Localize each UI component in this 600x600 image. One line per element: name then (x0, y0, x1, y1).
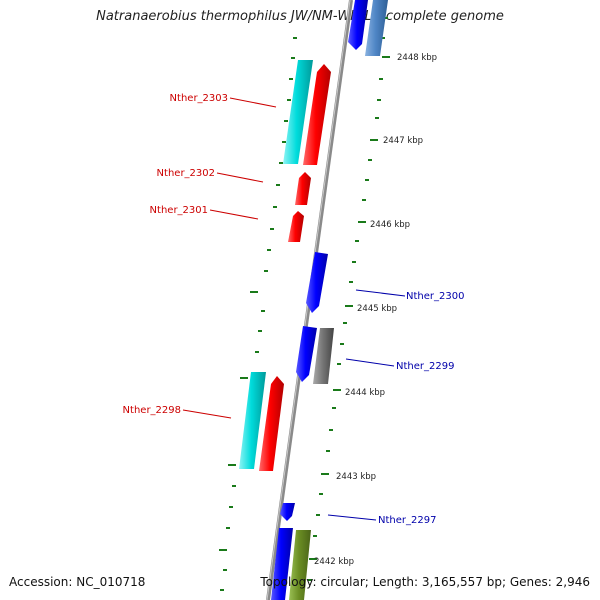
gene-feature-2299-blue[interactable] (296, 326, 317, 382)
tick-label-2443: 2443 kbp (336, 472, 376, 482)
gene-label-2297[interactable]: Nther_2297 (378, 515, 436, 526)
left-major-ticks (219, 291, 258, 551)
gene-label-2300[interactable]: Nther_2300 (406, 291, 464, 302)
gene-feature-2300[interactable] (306, 252, 328, 313)
gene-feature-2301[interactable] (288, 211, 304, 242)
gene-label-2299[interactable]: Nther_2299 (396, 361, 454, 372)
tick-label-2446: 2446 kbp (370, 220, 410, 230)
map-title: Natranaerobius thermophilus JW/NM-WN-LF,… (96, 9, 504, 24)
gene-label-2298[interactable]: Nther_2298 (123, 405, 181, 416)
right-leader-lines (327, 289, 406, 521)
tick-label-2448: 2448 kbp (397, 53, 437, 63)
cds-feature-2299-gray[interactable] (313, 328, 334, 384)
genome-summary: Topology: circular; Length: 3,165,557 bp… (260, 575, 590, 589)
right-major-ticks (309, 56, 390, 560)
cds-feature-2298-cyan[interactable] (239, 372, 266, 469)
gene-feature-2302[interactable] (295, 172, 311, 205)
tick-label-2444: 2444 kbp (345, 388, 385, 398)
accession-label: Accession: NC_010718 (9, 575, 146, 589)
gene-feature-2298[interactable] (259, 376, 284, 471)
tick-label-2447: 2447 kbp (383, 136, 423, 146)
gene-feature-2303[interactable] (303, 64, 331, 165)
gene-feature-bottom-blue[interactable] (271, 528, 293, 600)
gene-feature-top-blue[interactable] (348, 0, 368, 50)
left-leader-lines (182, 97, 277, 419)
cds-feature-2303-cyan[interactable] (283, 60, 313, 164)
tick-label-2442: 2442 kbp (314, 557, 354, 567)
left-tick-ring (220, 37, 297, 591)
gene-label-2303[interactable]: Nther_2303 (170, 93, 228, 104)
cds-feature-top-steelblue[interactable] (365, 0, 388, 56)
cds-feature-bottom-olive[interactable] (289, 530, 311, 600)
gene-label-2301[interactable]: Nther_2301 (150, 205, 208, 216)
gene-label-2302[interactable]: Nther_2302 (157, 168, 215, 179)
gene-feature-2297[interactable] (280, 503, 295, 521)
right-tick-ring (308, 17, 388, 581)
tick-label-2445: 2445 kbp (357, 304, 397, 314)
